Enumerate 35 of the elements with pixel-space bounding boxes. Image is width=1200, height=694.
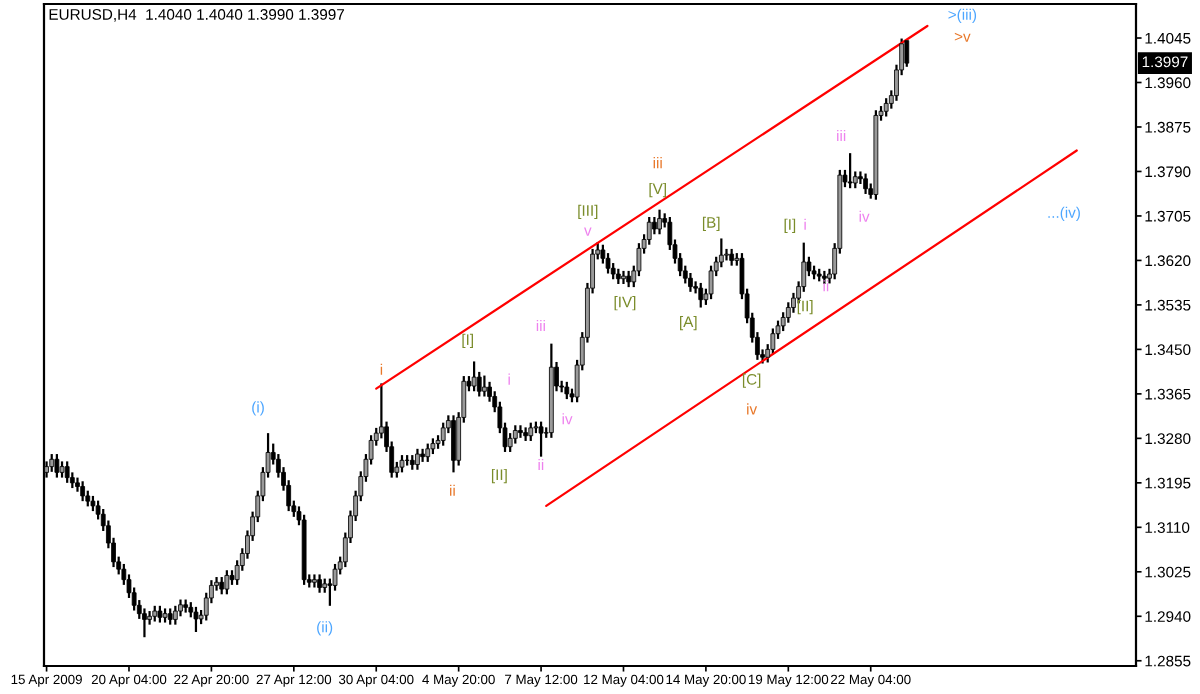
candlestick xyxy=(538,420,544,458)
candlestick xyxy=(80,480,86,503)
candlestick xyxy=(471,360,477,393)
candlestick xyxy=(312,573,317,589)
candlestick xyxy=(718,237,724,269)
candlestick xyxy=(420,447,425,464)
candlestick xyxy=(770,327,776,356)
candlestick xyxy=(512,424,518,445)
candlestick xyxy=(64,460,70,484)
candlestick xyxy=(904,39,910,68)
candlestick xyxy=(605,251,611,275)
candlestick xyxy=(317,573,322,594)
candlestick xyxy=(698,281,704,309)
candlestick xyxy=(847,152,853,190)
candlestick xyxy=(193,605,199,634)
candlestick xyxy=(482,374,487,398)
candlestick xyxy=(858,170,863,186)
candlestick xyxy=(142,607,147,639)
candlestick xyxy=(440,421,446,447)
candlestick xyxy=(621,269,626,286)
candlestick xyxy=(785,301,791,324)
candlestick xyxy=(688,271,693,293)
candlestick xyxy=(646,215,652,246)
candlestick xyxy=(224,569,230,596)
candlestick xyxy=(172,604,178,626)
candlestick xyxy=(883,97,889,118)
candlestick xyxy=(863,172,868,196)
candlestick xyxy=(54,452,60,479)
candlestick xyxy=(708,264,714,301)
candlestick xyxy=(528,421,534,443)
candlestick xyxy=(451,414,456,474)
candlestick xyxy=(425,442,431,464)
candlestick xyxy=(415,447,420,471)
candlestick xyxy=(657,208,662,236)
candlestick xyxy=(518,424,523,439)
